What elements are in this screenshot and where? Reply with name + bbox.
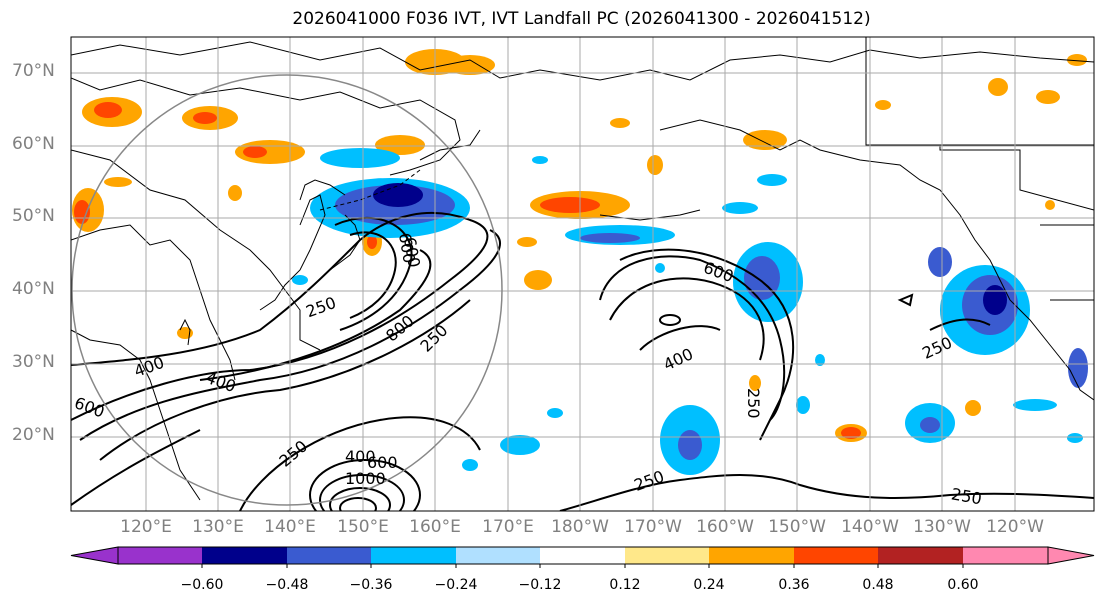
ivt-map: 600 250 800 250 400 400 600 250 400 600 … — [70, 36, 1095, 512]
colorbar-tick-label: 0.60 — [947, 577, 979, 593]
coastlines — [71, 37, 1094, 501]
colorbar-extend-right — [1047, 546, 1095, 565]
lat-label: 40°N — [12, 279, 55, 299]
colorbar-tick-label: −0.36 — [349, 577, 393, 593]
lon-label: 130°W — [913, 517, 971, 537]
colorbar-tick-label: 0.36 — [778, 577, 810, 593]
colorbar-tick-label: 0.12 — [609, 577, 641, 593]
colorbar-tick-label: −0.24 — [434, 577, 478, 593]
lat-label: 20°N — [12, 425, 55, 445]
colorbar-segment — [625, 547, 709, 564]
lon-label: 150°W — [768, 517, 826, 537]
colorbar-tick-label: 0.48 — [862, 577, 894, 593]
lon-label: 150°E — [337, 517, 389, 537]
colorbar-segment — [878, 547, 963, 564]
contour-label: 600 — [367, 453, 398, 472]
lat-label: 70°N — [12, 61, 55, 81]
landfall-circle — [71, 74, 503, 506]
colorbar-tick-label: 0.24 — [693, 577, 725, 593]
graticule — [71, 37, 1094, 511]
colorbar-tick-label: −0.60 — [180, 577, 224, 593]
lon-label: 180°W — [551, 517, 609, 537]
colorbar-segment — [202, 547, 287, 564]
lon-label: 160°E — [409, 517, 461, 537]
colorbar-segment — [371, 547, 456, 564]
lon-label: 120°W — [986, 517, 1044, 537]
lon-label: 140°W — [841, 517, 899, 537]
colorbar-tick-label: −0.48 — [265, 577, 309, 593]
colorbar-segment — [540, 547, 625, 564]
lon-label: 170°E — [482, 517, 534, 537]
colorbar-segment — [118, 547, 202, 564]
map-frame — [70, 36, 1095, 512]
contour-label: 1000 — [345, 469, 386, 488]
lon-label: 140°E — [264, 517, 316, 537]
contour-label: 400 — [345, 447, 376, 466]
lon-label: 170°W — [624, 517, 682, 537]
lat-label: 50°N — [12, 206, 55, 226]
colorbar-frame — [117, 546, 1049, 565]
lat-label: 30°N — [12, 352, 55, 372]
contour-label: 250 — [744, 388, 763, 419]
colorbar-extend-left — [70, 546, 119, 565]
map-title: 2026041000 F036 IVT, IVT Landfall PC (20… — [292, 9, 871, 29]
colorbar-tick-label: −0.12 — [518, 577, 562, 593]
lon-label: 120°E — [120, 517, 172, 537]
colorbar-segment — [963, 547, 1048, 564]
colorbar-segment — [287, 547, 371, 564]
ivt-contours — [71, 211, 1094, 511]
lon-label: 160°W — [696, 517, 754, 537]
lon-label: 130°E — [192, 517, 244, 537]
colorbar-segment — [456, 547, 540, 564]
colorbar-segment — [709, 547, 794, 564]
lat-label: 60°N — [12, 134, 55, 154]
colorbar-segment — [794, 547, 878, 564]
